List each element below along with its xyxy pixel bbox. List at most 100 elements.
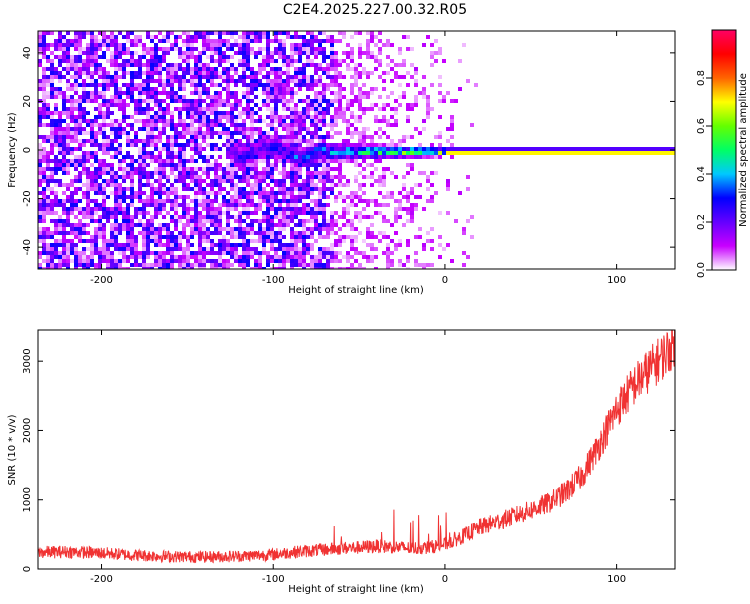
spectrogram-cell	[334, 239, 338, 243]
spectrogram-cell	[334, 167, 338, 171]
spectrogram-cell	[258, 151, 262, 155]
spectrogram-cell	[282, 179, 286, 183]
spectrogram-cell	[366, 155, 370, 159]
spectrogram-cell	[378, 51, 382, 55]
spectrogram-cell	[370, 155, 374, 159]
spectrogram-cell	[322, 191, 326, 195]
spectrogram-cell	[394, 155, 398, 159]
spectrogram-cell	[326, 163, 330, 167]
spectrogram-cell	[310, 83, 314, 87]
spectrogram-cell	[210, 147, 214, 151]
spectrogram-cell	[262, 31, 266, 35]
spectrogram-cell	[238, 155, 242, 159]
spectrogram-cell	[94, 71, 98, 75]
spectrogram-cell	[130, 83, 134, 87]
spectrogram-cell	[106, 267, 110, 269]
spectrogram-cell	[310, 159, 314, 163]
spectrogram-cell	[94, 167, 98, 171]
spectrogram-cell	[206, 35, 210, 39]
spectrogram-cell	[378, 231, 382, 235]
spectrogram-cell	[342, 207, 346, 211]
spectrogram-cell	[118, 51, 122, 55]
spectrogram-cell	[154, 71, 158, 75]
spectrogram-cell	[210, 155, 214, 159]
spectrogram-cell	[530, 147, 534, 151]
spectrogram-cell	[54, 75, 58, 79]
spectrogram-cell	[42, 243, 46, 247]
spectrogram-cell	[298, 207, 302, 211]
spectrogram-cell	[90, 263, 94, 267]
spectrogram-cell	[130, 91, 134, 95]
spectrogram-cell	[42, 79, 46, 83]
spectrogram-cell	[158, 107, 162, 111]
spectrogram-cell	[338, 131, 342, 135]
spectrogram-cell	[66, 199, 70, 203]
spectrogram-cell	[362, 147, 366, 151]
spectrogram-cell	[330, 91, 334, 95]
spectrogram-cell	[334, 51, 338, 55]
spectrogram-cell	[246, 111, 250, 115]
spectrogram-cell	[410, 75, 414, 79]
spectrogram-cell	[550, 147, 554, 151]
spectrogram-cell	[326, 223, 330, 227]
spectrogram-cell	[370, 107, 374, 111]
spectrogram-cell	[230, 263, 234, 267]
spectrogram-cell	[310, 199, 314, 203]
spectrogram-cell	[150, 219, 154, 223]
spectrogram-cell	[290, 59, 294, 63]
spectrogram-cell	[398, 155, 402, 159]
spectrogram-cell	[142, 183, 146, 187]
spectrogram-cell	[58, 243, 62, 247]
spectrogram-cell	[166, 95, 170, 99]
spectrogram-cell	[214, 231, 218, 235]
spectrogram-cell	[386, 167, 390, 171]
spectrogram-cell	[74, 31, 78, 35]
spectrogram-cell	[318, 159, 322, 163]
spectrogram-cell	[58, 223, 62, 227]
spectrogram-cell	[98, 163, 102, 167]
spectrogram-cell	[66, 147, 70, 151]
spectrogram-cell	[186, 267, 190, 269]
spectrogram-cell	[250, 183, 254, 187]
spectrogram-cell	[258, 147, 262, 151]
spectrogram-cell	[302, 247, 306, 251]
spectrogram-cell	[330, 175, 334, 179]
spectrogram-cell	[270, 95, 274, 99]
spectrogram-cell	[66, 219, 70, 223]
spectrogram-cell	[322, 167, 326, 171]
spectrogram-cell	[274, 39, 278, 43]
spectrogram-cell	[270, 55, 274, 59]
spectrogram-cell	[98, 63, 102, 67]
spectrogram-cell	[334, 99, 338, 103]
spectrogram-cell	[254, 247, 258, 251]
spectrogram-cell	[302, 79, 306, 83]
spectrogram-cell	[246, 171, 250, 175]
spectrogram-cell	[86, 255, 90, 259]
spectrogram-cell	[86, 211, 90, 215]
spectrogram-cell	[206, 119, 210, 123]
spectrogram-cell	[130, 239, 134, 243]
spectrogram-cell	[90, 83, 94, 87]
spectrogram-cell	[82, 255, 86, 259]
spectrogram-cell	[322, 67, 326, 71]
spectrogram-cell	[58, 31, 62, 35]
spectrogram-cell	[98, 203, 102, 207]
spectrogram-cell	[222, 103, 226, 107]
spectrogram-cell	[226, 79, 230, 83]
spectrogram-cell	[270, 239, 274, 243]
spectrogram-cell	[38, 31, 42, 35]
spectrogram-cell	[142, 151, 146, 155]
spectrogram-cell	[146, 75, 150, 79]
spectrogram-cell	[206, 207, 210, 211]
spectrogram-cell	[310, 175, 314, 179]
spectrogram-cell	[146, 251, 150, 255]
spectrogram-cell	[58, 55, 62, 59]
spectrogram-cell	[166, 267, 170, 269]
spectrogram-cell	[154, 187, 158, 191]
spectrogram-cell	[110, 155, 114, 159]
spectrogram-cell	[286, 247, 290, 251]
spectrogram-cell	[294, 251, 298, 255]
spectrogram-cell	[378, 239, 382, 243]
spectrogram-cell	[38, 211, 42, 215]
spectrogram-cell	[110, 239, 114, 243]
